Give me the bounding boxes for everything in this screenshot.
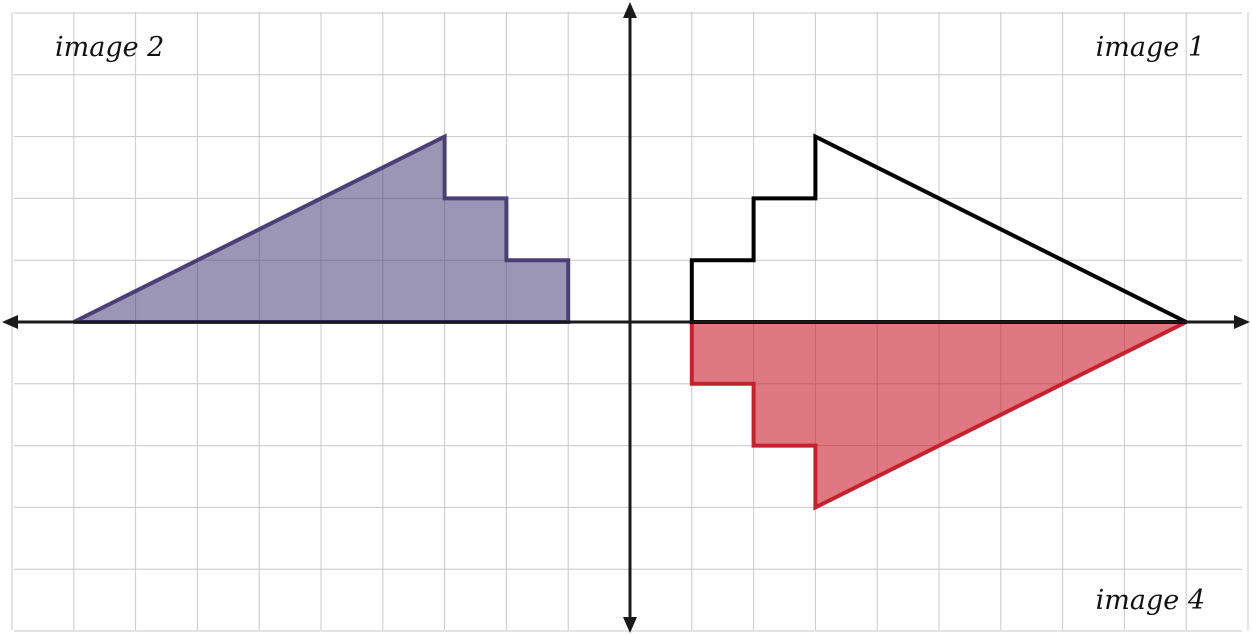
image-1-shape xyxy=(689,133,1188,324)
label-image-2: image 2 xyxy=(55,32,164,63)
x-axis-right-arrow-icon xyxy=(1234,315,1250,329)
image-4-shape xyxy=(689,320,1188,511)
y-axis-up-arrow-icon xyxy=(623,2,637,18)
transformed-shapes xyxy=(72,133,1188,511)
y-axis-down-arrow-icon xyxy=(623,617,637,633)
label-image-4: image 4 xyxy=(1096,585,1205,616)
label-image-1: image 1 xyxy=(1096,32,1205,63)
image-2-shape xyxy=(72,133,571,324)
x-axis-left-arrow-icon xyxy=(2,315,18,329)
